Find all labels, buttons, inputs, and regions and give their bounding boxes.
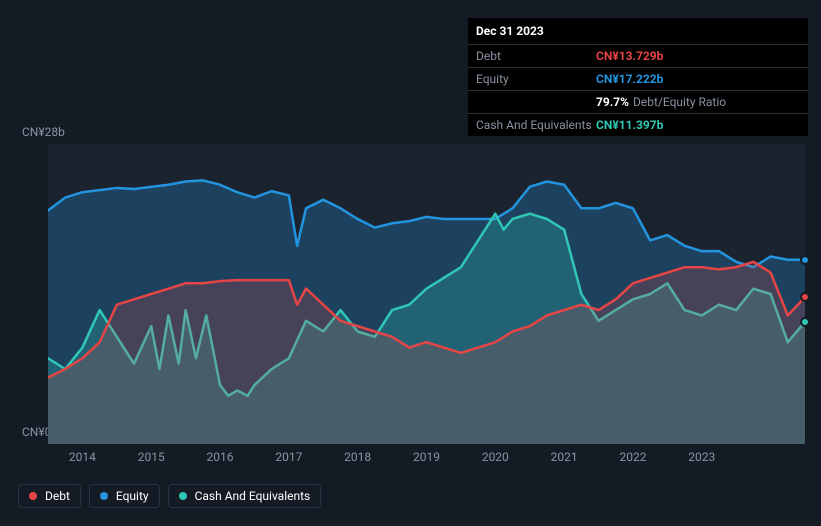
tooltip-row-value: 79.7%Debt/Equity Ratio: [596, 95, 726, 109]
tooltip-row: 79.7%Debt/Equity Ratio: [468, 91, 808, 114]
x-axis-tick: 2014: [69, 450, 96, 464]
tooltip-row-label: Debt: [476, 49, 596, 63]
x-axis-tick: 2022: [619, 450, 646, 464]
chart-tooltip: Dec 31 2023 DebtCN¥13.729bEquityCN¥17.22…: [468, 18, 808, 136]
tooltip-row-label: Cash And Equivalents: [476, 118, 596, 132]
x-axis: 2014 2015 2016 2017 2018 2019 2020 2021 2022 2023: [48, 450, 805, 466]
x-axis-tick: 2018: [344, 450, 371, 464]
tooltip-row: Cash And EquivalentsCN¥11.397b: [468, 114, 808, 136]
x-axis-tick: 2023: [688, 450, 715, 464]
tooltip-row-value: CN¥17.222b: [596, 72, 663, 86]
tooltip-row-label: Equity: [476, 72, 596, 86]
x-axis-tick: 2020: [482, 450, 509, 464]
x-axis-tick: 2015: [138, 450, 165, 464]
x-axis-tick: 2017: [275, 450, 302, 464]
series-end-marker-icon: [800, 317, 810, 327]
chart-svg: [48, 144, 805, 444]
tooltip-row: EquityCN¥17.222b: [468, 68, 808, 91]
chart-container: Dec 31 2023 DebtCN¥13.729bEquityCN¥17.22…: [0, 0, 821, 526]
tooltip-row-value: CN¥13.729b: [596, 49, 663, 63]
x-axis-tick: 2019: [413, 450, 440, 464]
tooltip-row-extra: Debt/Equity Ratio: [633, 95, 726, 109]
x-axis-tick: 2021: [551, 450, 578, 464]
chart-plot-area[interactable]: [48, 144, 805, 444]
legend-item[interactable]: Equity: [89, 484, 160, 508]
legend-dot-icon: [29, 492, 37, 500]
y-axis-min-label: CN¥0: [22, 425, 51, 439]
tooltip-row-label: [476, 95, 596, 109]
legend-item[interactable]: Cash And Equivalents: [168, 484, 322, 508]
chart-legend: Debt Equity Cash And Equivalents: [18, 484, 321, 508]
series-end-marker-icon: [800, 255, 810, 265]
x-axis-tick: 2016: [207, 450, 234, 464]
legend-dot-icon: [179, 492, 187, 500]
legend-dot-icon: [100, 492, 108, 500]
legend-item[interactable]: Debt: [18, 484, 81, 508]
legend-label: Equity: [116, 489, 149, 503]
legend-label: Debt: [45, 489, 70, 503]
tooltip-date: Dec 31 2023: [468, 18, 808, 45]
legend-label: Cash And Equivalents: [195, 489, 311, 503]
tooltip-row-value: CN¥11.397b: [596, 118, 663, 132]
y-axis-max-label: CN¥28b: [22, 125, 65, 139]
tooltip-row: DebtCN¥13.729b: [468, 45, 808, 68]
series-end-marker-icon: [800, 292, 810, 302]
